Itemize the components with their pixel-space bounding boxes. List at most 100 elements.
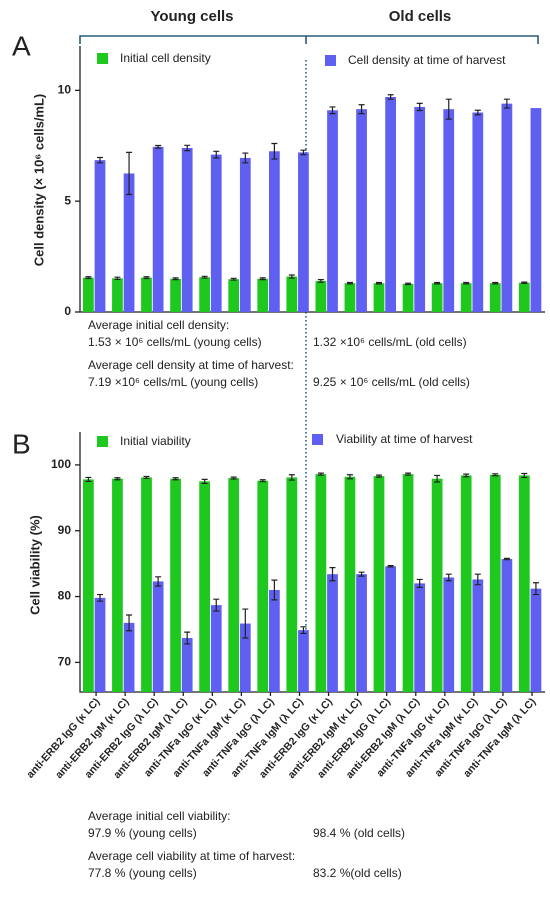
bar (472, 579, 484, 692)
bar (373, 476, 385, 692)
bar (443, 577, 455, 692)
error-bar (288, 474, 295, 481)
bar (518, 282, 530, 312)
error-bar (492, 281, 499, 285)
error-bar (97, 593, 104, 602)
bar (210, 154, 222, 312)
bar (530, 588, 542, 692)
bar (414, 106, 426, 312)
bar (356, 109, 367, 312)
bar (315, 474, 327, 692)
error-bar (521, 281, 528, 285)
error-bar (143, 475, 150, 480)
note-old: 98.4 % (old cells) (313, 826, 405, 840)
error-bar (126, 151, 133, 196)
bar (356, 574, 367, 692)
y-tick-label: 5 (64, 193, 71, 207)
bar (431, 283, 443, 312)
bar (228, 478, 240, 692)
legend-swatch (97, 436, 108, 447)
bar (460, 475, 472, 692)
bar (83, 479, 94, 692)
error-bar (201, 478, 208, 484)
error-bar (317, 472, 324, 476)
bar (286, 477, 298, 692)
bar (489, 474, 501, 692)
bar (123, 622, 135, 692)
y-tick-label: 70 (58, 655, 72, 669)
error-bar (463, 473, 470, 478)
note-young: 1.53 × 10⁶ cells/mL (young cells) (88, 335, 262, 349)
error-bar (114, 477, 121, 481)
bar (344, 283, 356, 312)
error-bar (242, 608, 249, 639)
note-old: 83.2 %(old cells) (313, 866, 402, 880)
error-bar (532, 582, 539, 596)
error-bar (259, 277, 266, 281)
error-bar (503, 557, 510, 561)
note-old: 1.32 ×10⁶ cells/mL (old cells) (313, 335, 467, 349)
bar (385, 566, 397, 692)
error-bar (155, 576, 162, 587)
error-bar (300, 626, 307, 635)
error-bar (463, 281, 470, 285)
bar (298, 630, 309, 692)
legend-swatch (312, 434, 323, 445)
y-tick-label: 80 (58, 589, 72, 603)
bar (170, 278, 181, 312)
error-bar (300, 149, 307, 156)
error-bar (405, 472, 412, 476)
error-bar (434, 281, 441, 285)
y-axis-title: Cell viability (%) (27, 515, 42, 615)
bar (489, 283, 501, 312)
panel-label: A (12, 30, 31, 61)
bar (94, 160, 106, 312)
bar (152, 146, 164, 312)
bar (257, 480, 269, 692)
error-bar (346, 281, 353, 285)
error-bar (445, 573, 452, 582)
bar (83, 277, 94, 312)
bar (112, 478, 123, 692)
bar (257, 278, 269, 312)
note-old: 9.25 × 10⁶ cells/mL (old cells) (313, 375, 470, 389)
y-tick-label: 100 (51, 457, 71, 471)
error-bar (434, 474, 441, 483)
group-brackets (79, 35, 539, 44)
bar (460, 283, 472, 312)
error-bar (376, 474, 383, 478)
legend-label: Viability at time of harvest (336, 432, 473, 446)
error-bar (213, 150, 220, 159)
group-label: Old cells (389, 8, 452, 25)
error-bar (317, 279, 324, 283)
bar (181, 638, 193, 692)
bar (327, 110, 338, 313)
error-bar (387, 94, 394, 100)
bar (239, 157, 251, 312)
legend-label: Cell density at time of harvest (348, 53, 506, 67)
legend-label: Initial viability (120, 434, 191, 448)
bracket-young (79, 35, 307, 44)
bar (123, 173, 135, 312)
error-bar (143, 276, 150, 280)
error-bar (492, 473, 499, 477)
y-tick-label: 10 (58, 83, 72, 97)
bar (530, 108, 542, 312)
error-bar (230, 476, 237, 480)
note-heading: Average initial cell viability: (88, 809, 231, 823)
error-bar (172, 477, 179, 481)
legend-swatch (97, 53, 108, 64)
bar (414, 583, 426, 692)
legend-swatch (325, 55, 336, 66)
bar (141, 477, 152, 692)
error-bar (184, 144, 191, 152)
error-bar (201, 275, 208, 279)
error-bar (358, 571, 365, 577)
note-young: 7.19 ×10⁶ cells/mL (young cells) (88, 375, 258, 389)
bar (501, 103, 513, 312)
bar (472, 112, 484, 312)
bar (152, 581, 164, 692)
note-heading: Average initial cell density: (88, 318, 229, 332)
bar (199, 277, 211, 312)
bar (210, 605, 222, 692)
